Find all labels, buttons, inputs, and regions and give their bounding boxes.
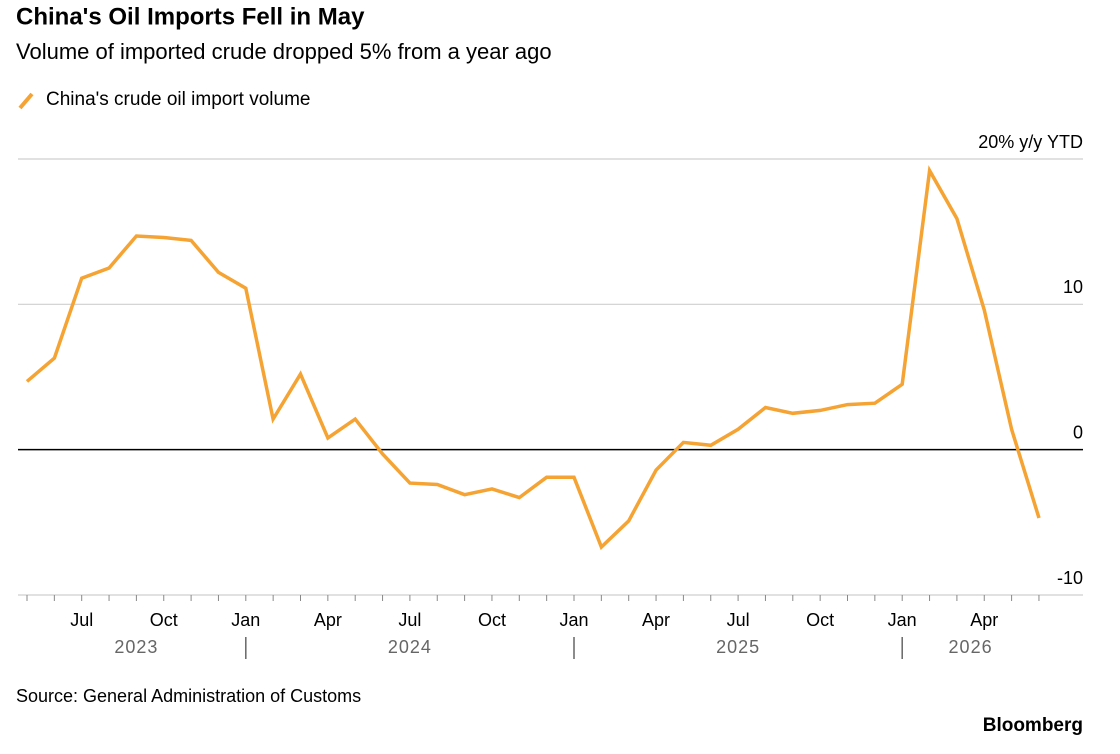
- y-tick-label: -10: [1057, 568, 1083, 588]
- year-label: 2025: [716, 637, 760, 657]
- year-label: 2024: [388, 637, 432, 657]
- year-label: 2023: [114, 637, 158, 657]
- legend-label: China's crude oil import volume: [46, 89, 310, 110]
- y-tick-label: 0: [1073, 422, 1083, 442]
- x-tick-label: Jan: [559, 610, 588, 630]
- x-tick-label: Apr: [314, 610, 342, 630]
- x-tick-label: Jul: [70, 610, 93, 630]
- chart-title: China's Oil Imports Fell in May: [16, 3, 365, 30]
- y-tick-label: 20% y/y YTD: [978, 132, 1083, 152]
- x-tick-label: Apr: [970, 610, 998, 630]
- x-tick-label: Jul: [727, 610, 750, 630]
- year-label: 2026: [949, 637, 993, 657]
- x-tick-label: Oct: [150, 610, 178, 630]
- y-tick-label: 10: [1063, 277, 1083, 297]
- series-line: [25, 165, 1041, 551]
- x-tick-label: Jan: [888, 610, 917, 630]
- x-tick-label: Oct: [478, 610, 506, 630]
- x-tick-label: Apr: [642, 610, 670, 630]
- x-tick-label: Jan: [231, 610, 260, 630]
- x-tick-label: Oct: [806, 610, 834, 630]
- brand: Bloomberg: [983, 715, 1083, 736]
- chart-subtitle: Volume of imported crude dropped 5% from…: [16, 39, 552, 64]
- x-tick-label: Jul: [398, 610, 421, 630]
- source: Source: General Administration of Custom…: [16, 686, 361, 706]
- legend-swatch: [18, 92, 34, 110]
